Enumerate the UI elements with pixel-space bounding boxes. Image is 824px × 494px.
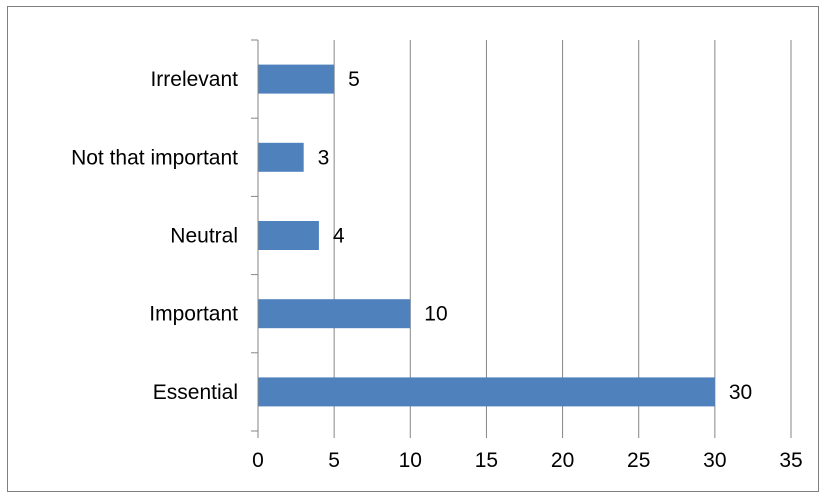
x-tick-label: 10 [399, 449, 422, 472]
x-tick-label: 20 [551, 449, 574, 472]
data-label: 30 [729, 381, 752, 404]
y-category-label: Important [149, 303, 238, 326]
bar-neutral [258, 221, 319, 250]
x-tick-label: 30 [703, 449, 726, 472]
y-category-label: Not that important [71, 146, 238, 169]
labels: 0 5 10 15 20 25 30 35 Irrelevant 5 Not that import… [71, 68, 803, 472]
y-category-label: Irrelevant [150, 68, 238, 91]
data-label: 3 [318, 146, 330, 169]
x-tick-label: 35 [779, 449, 802, 472]
axes [251, 39, 792, 438]
bar-not-that-important [258, 142, 304, 172]
data-label: 4 [333, 225, 345, 248]
y-category-label: Essential [153, 381, 238, 404]
x-tick-label: 15 [475, 449, 498, 472]
bar-irrelevant [258, 64, 335, 94]
data-label: 5 [348, 68, 360, 91]
bar-essential [258, 377, 715, 407]
bars [258, 64, 715, 407]
x-tick-label: 25 [627, 449, 650, 472]
x-tick-label: 0 [252, 449, 264, 472]
data-label: 10 [424, 303, 447, 326]
x-tick-label: 5 [328, 449, 340, 472]
chart-frame: 0 5 10 15 20 25 30 35 Irrelevant 5 Not that import… [7, 6, 819, 492]
bar-important [258, 299, 411, 329]
bar-chart: 0 5 10 15 20 25 30 35 Irrelevant 5 Not that import… [71, 39, 803, 472]
y-category-label: Neutral [170, 225, 238, 248]
gridlines [333, 40, 792, 431]
